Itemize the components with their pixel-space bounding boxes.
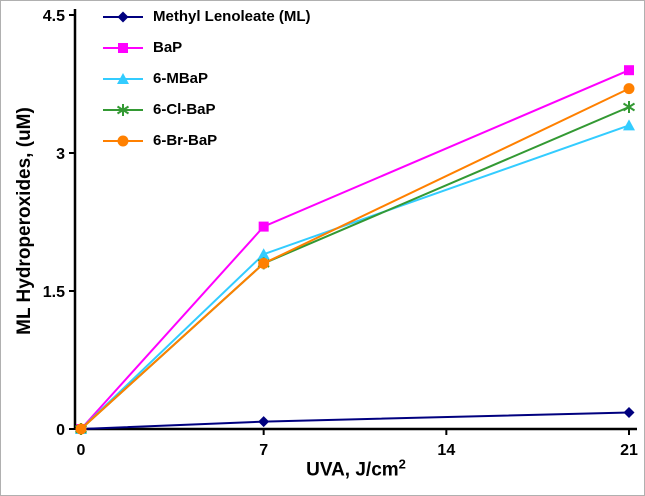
legend-item: 6-Br-BaP <box>101 125 311 156</box>
x-tick-label: 14 <box>437 442 455 459</box>
legend-label: Methyl Lenoleate (ML) <box>153 8 311 25</box>
x-tick-label: 0 <box>77 442 86 459</box>
legend-item: 6-Cl-BaP <box>101 94 311 125</box>
x-axis-title: UVA, J/cm2 <box>306 456 406 481</box>
series-marker-circle <box>258 257 270 269</box>
y-tick-label: 3 <box>56 146 65 163</box>
x-axis-title-text: UVA, J/cm <box>306 459 399 481</box>
series-line <box>80 124 630 430</box>
legend-label: 6-MBaP <box>153 70 209 87</box>
legend-marker-icon <box>103 135 143 146</box>
series-marker-triangle <box>623 119 635 131</box>
series-marker-triangle <box>117 72 129 84</box>
legend-label: 6-Cl-BaP <box>153 101 216 118</box>
series-marker-diamond <box>117 11 129 22</box>
legend-label: BaP <box>153 39 183 56</box>
y-axis-title: ML Hydroperoxides, (uM) <box>14 107 35 335</box>
legend-marker-icon <box>103 42 143 53</box>
series-marker-circle <box>75 423 87 435</box>
series-marker-asterisk <box>622 101 636 113</box>
y-tick-label: 0 <box>56 422 65 439</box>
legend-item: 6-MBaP <box>101 63 311 94</box>
series-marker-triangle <box>257 248 270 260</box>
series-marker-square <box>624 65 634 76</box>
series-marker-diamond <box>623 406 635 418</box>
x-tick-label: 7 <box>259 442 268 459</box>
y-tick-label: 1.5 <box>43 284 65 301</box>
legend-marker-icon <box>103 72 143 84</box>
x-axis-title-superscript: 2 <box>398 456 406 472</box>
series-marker-diamond <box>258 416 270 428</box>
legend-marker-icon <box>103 103 143 116</box>
series-marker-square <box>258 221 269 232</box>
series-marker-square <box>118 42 128 53</box>
legend-marker-icon <box>103 11 143 22</box>
series-line <box>80 411 630 430</box>
series-marker-asterisk <box>116 103 130 116</box>
legend: Methyl Lenoleate (ML) BaP 6-MBaP 6-Cl-Ba… <box>101 1 311 156</box>
legend-item: Methyl Lenoleate (ML) <box>101 1 311 32</box>
series-marker-circle <box>117 135 129 146</box>
legend-item: BaP <box>101 32 311 63</box>
legend-label: 6-Br-BaP <box>153 132 218 149</box>
y-tick-label: 4.5 <box>43 8 65 25</box>
x-tick-label: 21 <box>620 442 638 459</box>
series-marker-circle <box>623 83 635 95</box>
